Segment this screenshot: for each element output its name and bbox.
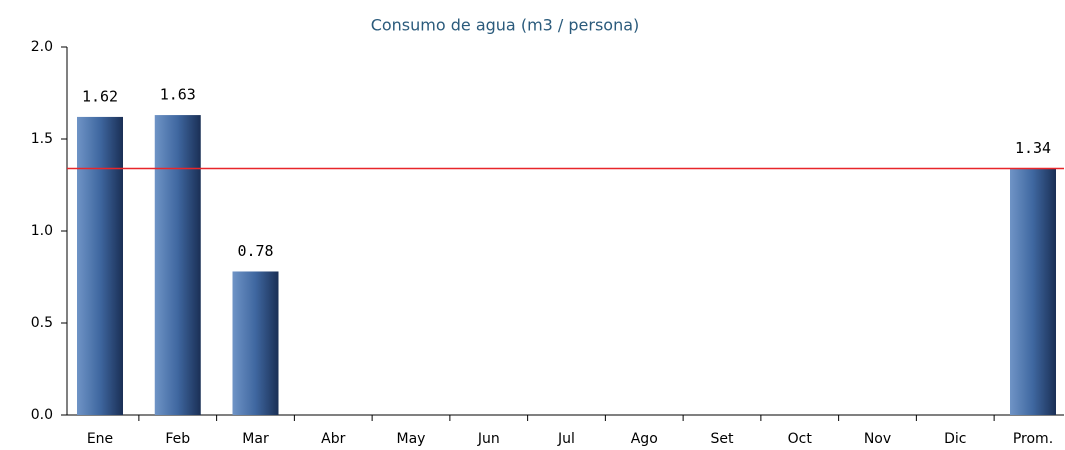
chart-title: Consumo de agua (m3 / persona)	[371, 16, 640, 35]
x-tick-label: Jun	[477, 431, 500, 447]
x-tick-label: Nov	[864, 431, 891, 447]
y-tick-label: 0.5	[31, 315, 53, 331]
y-tick-label: 2.0	[31, 39, 53, 55]
value-label: 1.63	[160, 86, 196, 104]
x-tick-label: Prom.	[1013, 431, 1053, 447]
x-tick-label: Ene	[87, 431, 113, 447]
y-tick-label: 0.0	[31, 407, 53, 423]
y-tick-label: 1.0	[31, 223, 53, 239]
y-tick-label: 1.5	[31, 131, 53, 147]
x-tick-label: Oct	[788, 431, 813, 447]
value-label: 1.62	[82, 87, 118, 105]
x-tick-label: Abr	[321, 431, 345, 447]
value-label: 1.34	[1015, 139, 1051, 157]
x-tick-label: Ago	[631, 431, 658, 447]
bar	[154, 115, 201, 415]
x-tick-label: Mar	[242, 431, 269, 447]
bar	[232, 271, 279, 415]
value-label: 0.78	[237, 242, 273, 260]
bar	[77, 116, 123, 416]
x-tick-label: Set	[711, 431, 735, 447]
x-tick-label: May	[397, 431, 426, 447]
x-tick-label: Jul	[557, 431, 575, 447]
x-tick-label: Feb	[165, 431, 190, 447]
bar	[1010, 168, 1056, 415]
x-tick-label: Dic	[944, 431, 966, 447]
